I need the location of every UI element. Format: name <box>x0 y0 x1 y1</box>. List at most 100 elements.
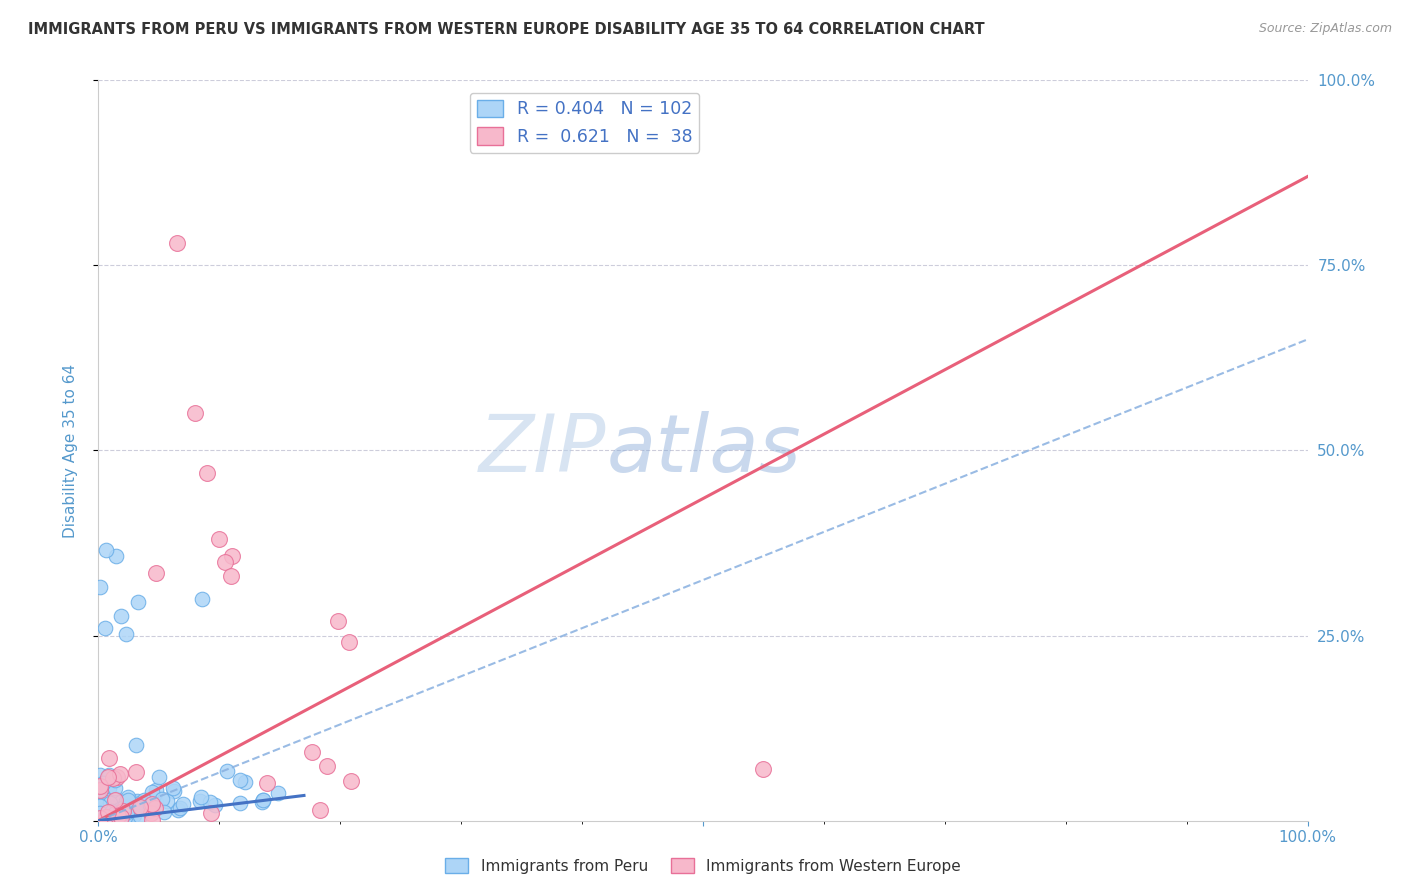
Point <box>148 770 170 784</box>
Point <box>125 794 148 808</box>
Point <box>229 796 252 810</box>
Point <box>188 794 211 808</box>
Point <box>104 805 127 820</box>
Point <box>215 764 238 779</box>
Point <box>105 770 128 784</box>
Point <box>129 800 152 814</box>
Point <box>198 795 221 809</box>
Legend: R = 0.404   N = 102, R =  0.621   N =  38: R = 0.404 N = 102, R = 0.621 N = 38 <box>470 93 699 153</box>
Point <box>105 792 128 806</box>
Point <box>204 797 226 812</box>
Point <box>252 793 274 807</box>
Point <box>316 759 339 773</box>
Point <box>101 771 124 785</box>
Point <box>141 797 163 811</box>
Point <box>93 808 115 822</box>
Point <box>139 798 162 813</box>
Point <box>129 796 152 810</box>
Point <box>90 801 112 815</box>
Point <box>93 797 115 811</box>
Point <box>104 793 127 807</box>
Point <box>97 795 120 809</box>
Point <box>93 794 115 808</box>
Point <box>328 614 350 628</box>
Legend: Immigrants from Peru, Immigrants from Western Europe: Immigrants from Peru, Immigrants from We… <box>439 852 967 880</box>
Point <box>138 805 160 819</box>
Point <box>250 795 273 809</box>
Point <box>141 806 163 821</box>
Point <box>93 775 115 789</box>
Text: atlas: atlas <box>606 411 801 490</box>
Point <box>166 803 188 817</box>
Point <box>166 236 188 251</box>
Point <box>200 806 222 821</box>
Point <box>228 772 250 787</box>
Point <box>301 745 323 759</box>
Point <box>191 592 214 607</box>
Text: ZIP: ZIP <box>479 411 606 490</box>
Point <box>89 810 111 824</box>
Point <box>94 803 117 817</box>
Point <box>96 809 118 823</box>
Point <box>108 767 131 781</box>
Point <box>94 620 117 634</box>
Point <box>169 801 191 815</box>
Point <box>94 793 117 807</box>
Point <box>89 768 111 782</box>
Point <box>89 810 111 824</box>
Point <box>117 809 139 823</box>
Point <box>114 809 136 823</box>
Point <box>97 770 120 784</box>
Point <box>89 783 111 797</box>
Point <box>124 803 146 817</box>
Point <box>308 803 330 817</box>
Point <box>101 810 124 824</box>
Point <box>101 811 124 825</box>
Point <box>90 800 112 814</box>
Point <box>91 811 114 825</box>
Point <box>103 793 125 807</box>
Point <box>267 786 290 800</box>
Point <box>145 566 167 581</box>
Point <box>101 808 124 822</box>
Point <box>129 809 152 823</box>
Point <box>152 792 174 806</box>
Point <box>124 798 146 813</box>
Point <box>104 772 127 787</box>
Point <box>190 789 212 804</box>
Point <box>89 812 111 826</box>
Point <box>117 793 139 807</box>
Point <box>110 807 132 822</box>
Point <box>110 608 132 623</box>
Point <box>115 805 138 820</box>
Point <box>122 807 145 822</box>
Y-axis label: Disability Age 35 to 64: Disability Age 35 to 64 <box>63 363 77 538</box>
Point <box>221 549 243 563</box>
Point <box>110 806 132 821</box>
Point <box>111 801 134 815</box>
Point <box>132 792 155 806</box>
Point <box>221 569 243 583</box>
Point <box>145 782 167 797</box>
Point <box>195 466 218 480</box>
Point <box>93 804 115 818</box>
Point <box>127 595 149 609</box>
Point <box>94 543 117 558</box>
Text: Source: ZipAtlas.com: Source: ZipAtlas.com <box>1258 22 1392 36</box>
Point <box>96 812 118 826</box>
Point <box>145 795 167 809</box>
Point <box>100 804 122 818</box>
Point <box>89 779 111 793</box>
Point <box>145 801 167 815</box>
Point <box>98 781 121 796</box>
Point <box>233 775 256 789</box>
Point <box>90 806 112 821</box>
Point <box>91 797 114 812</box>
Point <box>104 780 127 795</box>
Point <box>214 555 236 569</box>
Point <box>89 805 111 820</box>
Point <box>104 549 127 563</box>
Point <box>129 800 152 814</box>
Point <box>112 799 135 814</box>
Point <box>114 794 136 808</box>
